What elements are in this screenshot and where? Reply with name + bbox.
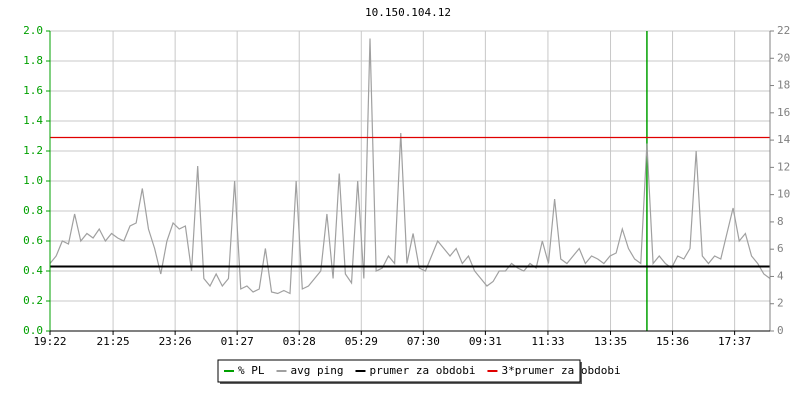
x-tick-label: 21:25 bbox=[97, 335, 130, 348]
y2-tick-label: 12 bbox=[777, 160, 790, 173]
legend-label: 3*prumer za obdobi bbox=[501, 364, 620, 377]
legend-swatch bbox=[276, 370, 287, 372]
y-tick-label: 0.0 bbox=[23, 324, 43, 337]
legend-swatch bbox=[355, 370, 366, 372]
x-tick-label: 19:22 bbox=[33, 335, 66, 348]
y2-tick-label: 14 bbox=[777, 133, 791, 146]
y-tick-label: 2.0 bbox=[23, 24, 43, 37]
y2-tick-label: 6 bbox=[777, 242, 784, 255]
y-tick-label: 1.8 bbox=[23, 54, 43, 67]
x-tick-label: 09:31 bbox=[469, 335, 502, 348]
y2-tick-label: 0 bbox=[777, 324, 784, 337]
y2-tick-label: 22 bbox=[777, 24, 790, 37]
legend-label: avg ping bbox=[291, 364, 344, 377]
x-tick-label: 15:36 bbox=[656, 335, 689, 348]
x-tick-label: 07:30 bbox=[407, 335, 440, 348]
legend bbox=[217, 359, 581, 383]
y-tick-label: 0.2 bbox=[23, 294, 43, 307]
x-tick-label: 13:35 bbox=[594, 335, 627, 348]
y2-tick-label: 10 bbox=[777, 188, 790, 201]
legend-swatch bbox=[487, 370, 498, 372]
y-tick-label: 1.4 bbox=[23, 114, 43, 127]
ping-line bbox=[49, 38, 771, 295]
y-tick-label: 1.6 bbox=[23, 84, 43, 97]
x-tick-label: 17:37 bbox=[718, 335, 751, 348]
y2-tick-label: 18 bbox=[777, 79, 790, 92]
y2-tick-label: 2 bbox=[777, 297, 784, 310]
y-tick-label: 0.8 bbox=[23, 204, 43, 217]
y2-tick-label: 20 bbox=[777, 51, 790, 64]
x-tick-label: 01:27 bbox=[221, 335, 254, 348]
chart-title: 10.150.104.12 bbox=[365, 6, 451, 19]
y-tick-label: 1.0 bbox=[23, 174, 43, 187]
legend-label: % PL bbox=[238, 364, 265, 377]
x-tick-label: 23:26 bbox=[159, 335, 192, 348]
y2-tick-label: 4 bbox=[777, 269, 784, 282]
y-tick-label: 0.6 bbox=[23, 234, 43, 247]
x-tick-label: 03:28 bbox=[283, 335, 316, 348]
y-tick-label: 0.4 bbox=[23, 264, 43, 277]
legend-swatch bbox=[224, 370, 234, 372]
x-tick-label: 11:33 bbox=[531, 335, 564, 348]
y-tick-label: 1.2 bbox=[23, 144, 43, 157]
y2-tick-label: 8 bbox=[777, 215, 784, 228]
legend-label: prumer za obdobi bbox=[369, 364, 475, 377]
x-tick-label: 05:29 bbox=[345, 335, 378, 348]
y2-tick-label: 16 bbox=[777, 106, 790, 119]
